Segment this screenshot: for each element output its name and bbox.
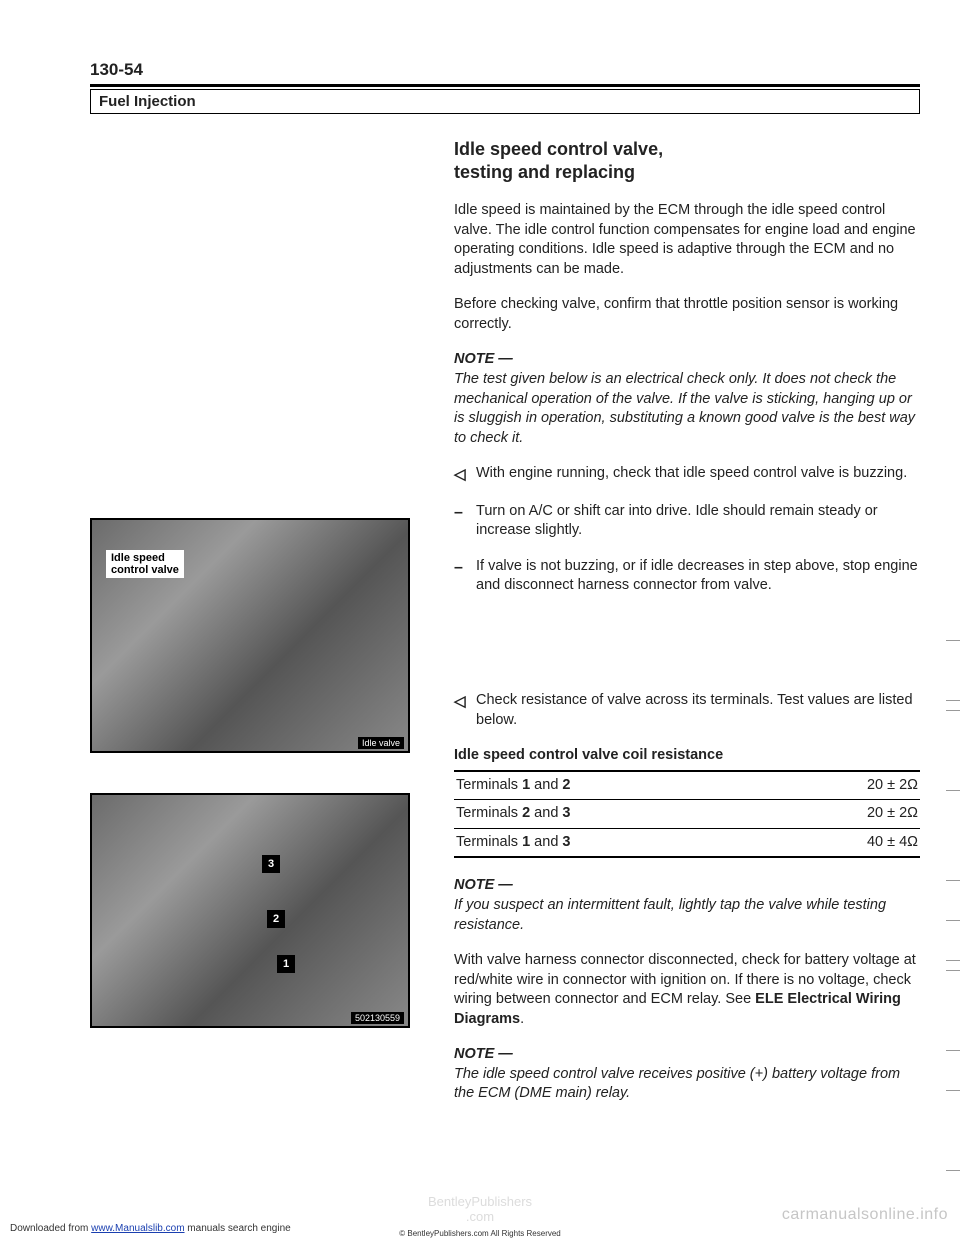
step-4: Check resistance of valve across its ter… xyxy=(454,691,920,730)
note-1-head: NOTE — xyxy=(454,351,513,367)
watermark-right: carmanualsonline.info xyxy=(782,1206,948,1224)
step-1-text: With engine running, check that idle spe… xyxy=(476,464,907,486)
triangle-icon xyxy=(454,691,468,730)
figure-label: Idle speed control valve xyxy=(106,550,184,578)
table-row: Terminals 1 and 220 ± 2Ω xyxy=(454,771,920,800)
step-4-text: Check resistance of valve across its ter… xyxy=(476,691,920,730)
watermark-center: BentleyPublishers .com xyxy=(428,1195,532,1224)
right-column: Idle speed control valve, testing and re… xyxy=(454,138,920,1104)
step-2-text: Turn on A/C or shift car into drive. Idl… xyxy=(476,502,920,541)
note-2-head: NOTE — xyxy=(454,877,513,893)
figure-idle-valve: Idle speed control valve Idle valve xyxy=(90,518,410,753)
figure-caption-2: 502130559 xyxy=(351,1012,404,1024)
closing-b: . xyxy=(520,1011,524,1027)
note-3-text: The idle speed control valve receives po… xyxy=(454,1065,920,1104)
note-1: NOTE — xyxy=(454,350,920,370)
closing-para: With valve harness connector disconnecte… xyxy=(454,951,920,1029)
page-number: 130-54 xyxy=(90,60,920,80)
table-row: Terminals 2 and 320 ± 2Ω xyxy=(454,800,920,829)
table-cell-label: Terminals 1 and 3 xyxy=(454,828,772,857)
step-3: If valve is not buzzing, or if idle decr… xyxy=(454,557,920,596)
step-2: Turn on A/C or shift car into drive. Idl… xyxy=(454,502,920,541)
marker-1: 1 xyxy=(277,955,295,973)
footer-a: Downloaded from xyxy=(10,1223,91,1234)
footer-left: Downloaded from www.Manualslib.com manua… xyxy=(10,1223,291,1234)
figure-terminals: 3 2 1 502130559 xyxy=(90,793,410,1028)
resistance-table: Terminals 1 and 220 ± 2ΩTerminals 2 and … xyxy=(454,770,920,859)
footer-center-small: © BentleyPublishers.com All Rights Reser… xyxy=(399,1229,561,1238)
dash-icon xyxy=(454,557,468,596)
note-1-text: The test given below is an electrical ch… xyxy=(454,370,920,448)
marker-2: 2 xyxy=(267,910,285,928)
intro-para-1: Idle speed is maintained by the ECM thro… xyxy=(454,201,920,279)
heading-l2: testing and replacing xyxy=(454,162,635,182)
step-3-text: If valve is not buzzing, or if idle decr… xyxy=(476,557,920,596)
table-cell-value: 20 ± 2Ω xyxy=(772,800,920,829)
table-cell-value: 40 ± 4Ω xyxy=(772,828,920,857)
footer-link[interactable]: www.Manualslib.com xyxy=(91,1223,184,1234)
note-3-head: NOTE — xyxy=(454,1046,513,1062)
triangle-icon xyxy=(454,464,468,486)
dash-icon xyxy=(454,502,468,541)
wm-c2: .com xyxy=(466,1209,494,1224)
left-column: Idle speed control valve Idle valve 3 2 … xyxy=(90,138,430,1104)
heading: Idle speed control valve, testing and re… xyxy=(454,138,920,183)
table-cell-label: Terminals 2 and 3 xyxy=(454,800,772,829)
margin-marks xyxy=(940,0,960,1242)
table-cell-label: Terminals 1 and 2 xyxy=(454,771,772,800)
heading-l1: Idle speed control valve, xyxy=(454,139,663,159)
table-row: Terminals 1 and 340 ± 4Ω xyxy=(454,828,920,857)
note-2-text: If you suspect an intermittent fault, li… xyxy=(454,896,920,935)
table-cell-value: 20 ± 2Ω xyxy=(772,771,920,800)
rule-top xyxy=(90,84,920,87)
figure-label-l1: Idle speed xyxy=(111,552,165,564)
note-3: NOTE — xyxy=(454,1045,920,1065)
section-title-box: Fuel Injection xyxy=(90,89,920,114)
marker-3: 3 xyxy=(262,855,280,873)
table-title: Idle speed control valve coil resistance xyxy=(454,746,920,766)
intro-para-2: Before checking valve, confirm that thro… xyxy=(454,295,920,334)
figure-label-l2: control valve xyxy=(111,564,179,576)
wm-c1: BentleyPublishers xyxy=(428,1194,532,1209)
footer-b: manuals search engine xyxy=(185,1223,291,1234)
figure-caption: Idle valve xyxy=(358,737,404,749)
note-2: NOTE — xyxy=(454,876,920,896)
step-1: With engine running, check that idle spe… xyxy=(454,464,920,486)
